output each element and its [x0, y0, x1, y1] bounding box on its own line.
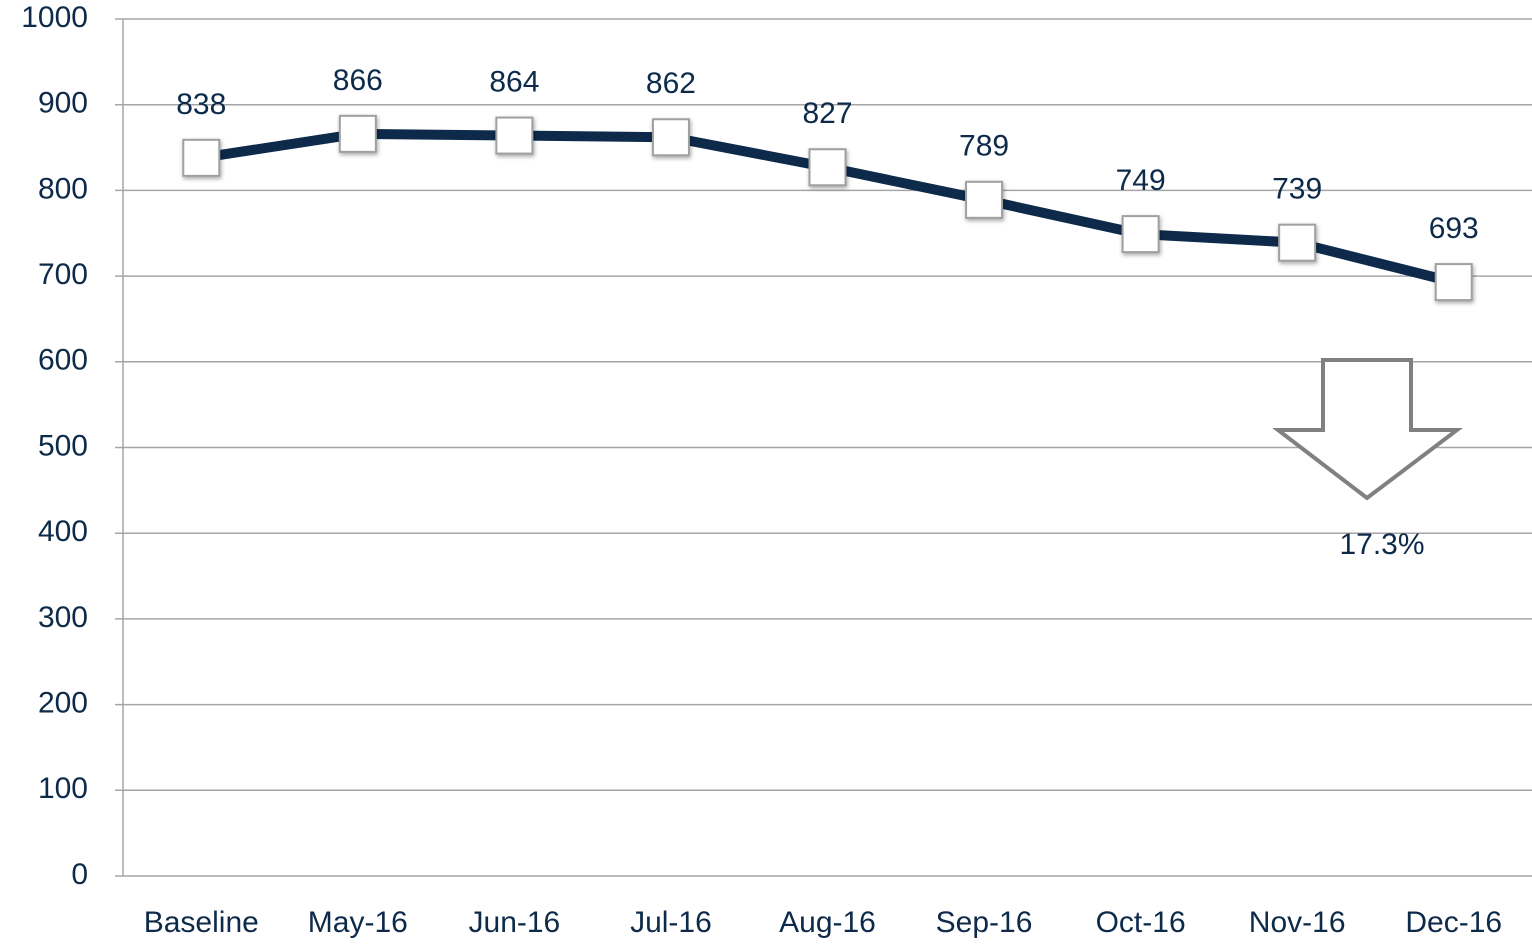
x-tick-label: Dec-16 [1405, 906, 1502, 939]
marker [1121, 215, 1160, 254]
marker [651, 118, 690, 157]
x-tick-label: Jun-16 [469, 906, 561, 939]
data-label: 789 [959, 130, 1009, 163]
y-tick-label: 600 [38, 344, 88, 377]
data-label: 693 [1429, 212, 1479, 245]
x-tick-label: Nov-16 [1249, 906, 1346, 939]
data-label: 864 [489, 65, 539, 98]
y-tick-label: 100 [38, 772, 88, 805]
y-tick-label: 800 [38, 172, 88, 205]
marker [495, 116, 534, 155]
x-tick-label: Aug-16 [779, 906, 876, 939]
annotation: 17.3% [1339, 528, 1424, 561]
marker [808, 148, 847, 187]
marker [965, 180, 1004, 219]
y-tick-label: 0 [71, 858, 88, 891]
x-tick-label: Oct-16 [1096, 906, 1186, 939]
marker [338, 114, 377, 153]
y-tick-label: 900 [38, 87, 88, 120]
y-tick-label: 200 [38, 687, 88, 720]
data-label: 739 [1272, 173, 1322, 206]
y-tick-label: 400 [38, 515, 88, 548]
down-arrow [1272, 358, 1463, 501]
data-label: 866 [333, 64, 383, 97]
data-label: 862 [646, 67, 696, 100]
y-tick-label: 1000 [21, 1, 88, 34]
marker [1434, 263, 1473, 302]
marker [182, 138, 221, 177]
y-tick-label: 300 [38, 601, 88, 634]
y-tick-label: 500 [38, 429, 88, 462]
data-label: 749 [1116, 164, 1166, 197]
x-tick-label: Sep-16 [936, 906, 1033, 939]
x-tick-label: Baseline [144, 906, 259, 939]
marker [1278, 223, 1317, 262]
x-tick-label: May-16 [308, 906, 408, 939]
data-label: 827 [802, 97, 852, 130]
x-tick-label: Jul-16 [630, 906, 712, 939]
data-label: 838 [176, 88, 226, 121]
y-tick-label: 700 [38, 258, 88, 291]
